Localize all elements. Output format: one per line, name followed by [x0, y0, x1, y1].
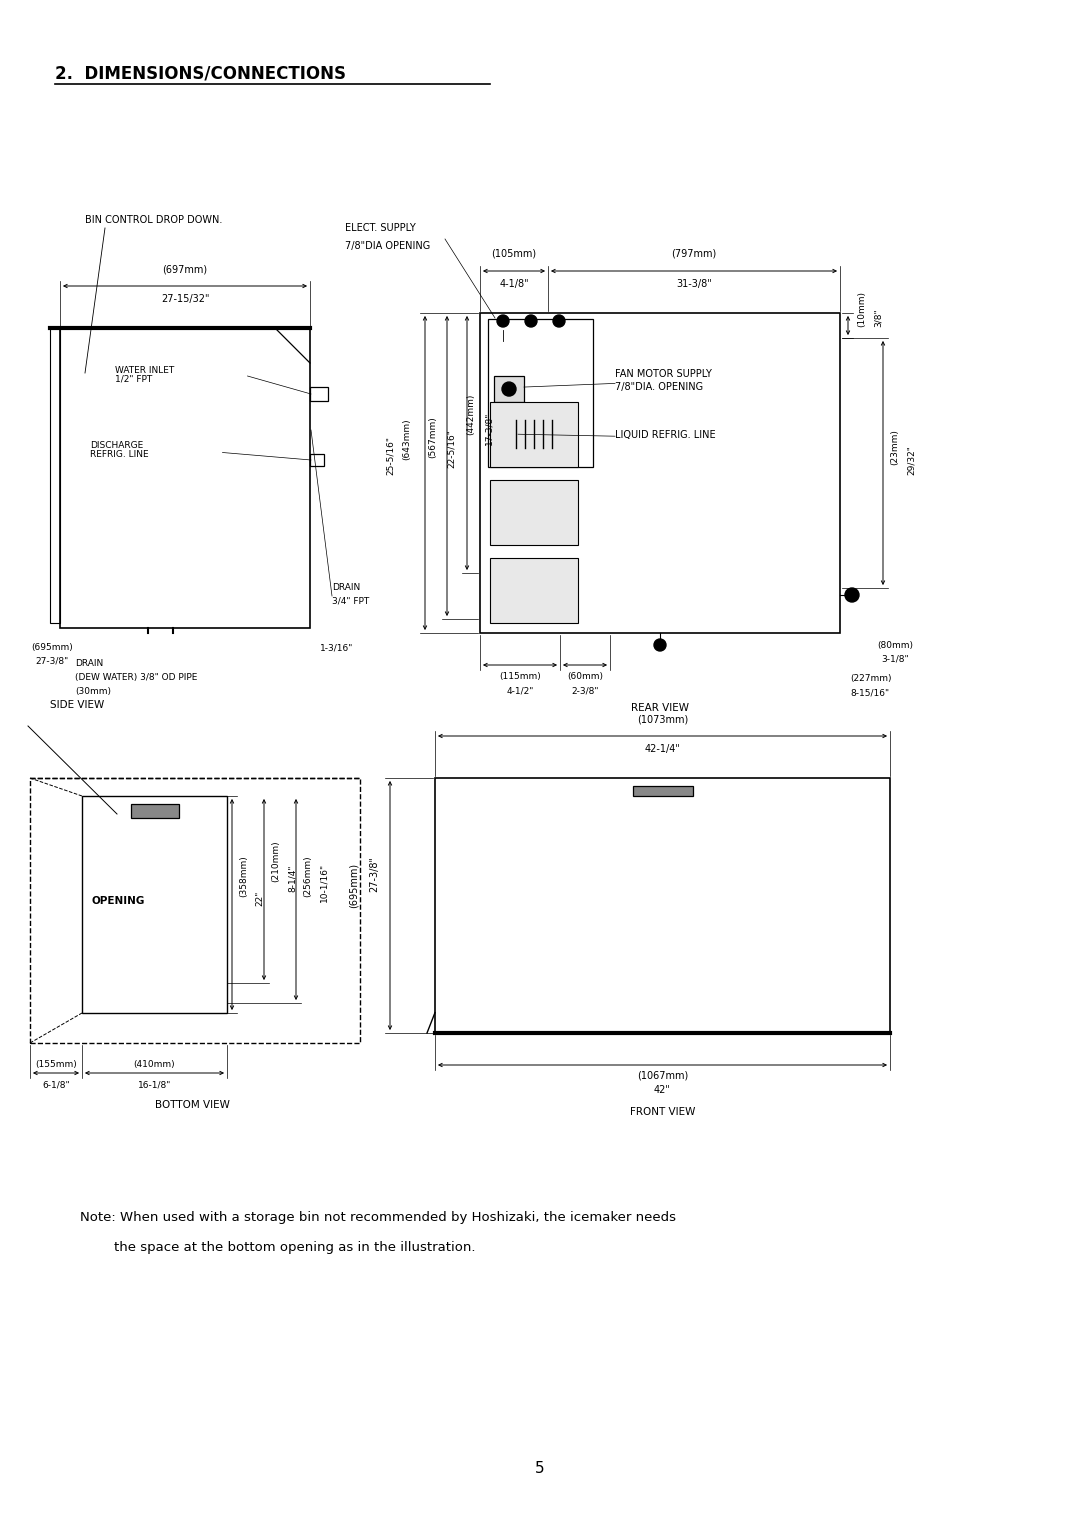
Text: BOTTOM VIEW: BOTTOM VIEW — [156, 1100, 230, 1109]
Text: (227mm): (227mm) — [850, 674, 891, 683]
Text: ELECT. SUPPLY: ELECT. SUPPLY — [345, 223, 416, 232]
Text: (697mm): (697mm) — [162, 264, 207, 274]
Bar — [480, 313, 840, 633]
Text: (105mm): (105mm) — [491, 249, 537, 260]
Text: 31-3/8": 31-3/8" — [676, 280, 712, 289]
Circle shape — [497, 315, 509, 327]
Text: FAN MOTOR SUPPLY: FAN MOTOR SUPPLY — [615, 368, 712, 379]
Text: 8-15/16": 8-15/16" — [850, 688, 889, 697]
Bar — [82, 796, 227, 1013]
Text: 25-5/16": 25-5/16" — [386, 435, 394, 475]
Circle shape — [502, 382, 516, 396]
Text: 27-3/8": 27-3/8" — [36, 657, 69, 666]
Text: 7/8"DIA OPENING: 7/8"DIA OPENING — [345, 241, 430, 251]
Text: (567mm): (567mm) — [429, 416, 437, 458]
Text: (256mm): (256mm) — [303, 854, 312, 897]
Text: 4-1/8": 4-1/8" — [499, 280, 529, 289]
Bar — [494, 376, 524, 402]
Text: 5: 5 — [536, 1461, 544, 1476]
Text: WATER INLET: WATER INLET — [114, 367, 174, 374]
Bar — [30, 778, 360, 1044]
Text: 10-1/16": 10-1/16" — [320, 862, 328, 902]
Text: 2.  DIMENSIONS/CONNECTIONS: 2. DIMENSIONS/CONNECTIONS — [55, 64, 346, 83]
Text: 1-3/16": 1-3/16" — [320, 643, 353, 652]
Circle shape — [525, 315, 537, 327]
Text: BIN CONTROL DROP DOWN.: BIN CONTROL DROP DOWN. — [85, 215, 222, 225]
Text: LIQUID REFRIG. LINE: LIQUID REFRIG. LINE — [615, 429, 716, 440]
Bar — [60, 329, 310, 628]
Text: (1073mm): (1073mm) — [637, 714, 688, 724]
Circle shape — [654, 639, 666, 651]
Text: Note: When used with a storage bin not recommended by Hoshizaki, the icemaker ne: Note: When used with a storage bin not r… — [80, 1212, 676, 1224]
Text: 27-15/32": 27-15/32" — [161, 293, 210, 304]
Text: 27-3/8": 27-3/8" — [369, 857, 379, 892]
Text: (410mm): (410mm) — [134, 1060, 175, 1070]
Text: (155mm): (155mm) — [36, 1060, 77, 1070]
Bar — [490, 480, 578, 545]
Circle shape — [498, 330, 508, 341]
Bar — [490, 402, 578, 468]
Circle shape — [845, 588, 859, 602]
Bar — [488, 319, 593, 466]
Text: 17-3/8": 17-3/8" — [485, 411, 494, 445]
Bar — [633, 785, 692, 796]
Text: 3-1/8": 3-1/8" — [881, 656, 908, 665]
Text: 42-1/4": 42-1/4" — [645, 744, 680, 753]
Text: 6-1/8": 6-1/8" — [42, 1080, 70, 1089]
Text: SIDE VIEW: SIDE VIEW — [50, 700, 105, 711]
Circle shape — [553, 315, 565, 327]
Text: FRONT VIEW: FRONT VIEW — [630, 1106, 696, 1117]
Text: REFRIG. LINE: REFRIG. LINE — [90, 451, 149, 458]
Text: (442mm): (442mm) — [467, 394, 475, 435]
Bar — [310, 454, 324, 466]
Text: (1067mm): (1067mm) — [637, 1071, 688, 1080]
Text: (115mm): (115mm) — [499, 672, 541, 681]
Text: 42": 42" — [654, 1085, 671, 1096]
Text: (358mm): (358mm) — [240, 854, 248, 897]
Text: 7/8"DIA. OPENING: 7/8"DIA. OPENING — [615, 382, 703, 391]
Text: DRAIN: DRAIN — [332, 584, 361, 591]
Bar — [490, 558, 578, 623]
Text: (DEW WATER) 3/8" OD PIPE: (DEW WATER) 3/8" OD PIPE — [75, 672, 198, 681]
Text: (797mm): (797mm) — [672, 249, 717, 260]
Bar — [50, 329, 60, 623]
Text: (60mm): (60mm) — [567, 672, 603, 681]
Text: (80mm): (80mm) — [877, 642, 913, 649]
Bar — [131, 804, 178, 817]
Bar — [310, 387, 328, 400]
Text: DISCHARGE: DISCHARGE — [90, 442, 144, 451]
Text: 3/4" FPT: 3/4" FPT — [332, 597, 369, 607]
Text: the space at the bottom opening as in the illustration.: the space at the bottom opening as in th… — [80, 1241, 475, 1254]
Text: 8-1/4": 8-1/4" — [287, 863, 297, 891]
Text: (23mm): (23mm) — [891, 429, 900, 465]
Bar — [435, 778, 890, 1033]
Text: REAR VIEW: REAR VIEW — [631, 703, 689, 714]
Text: 22": 22" — [256, 891, 265, 906]
Text: 4-1/2": 4-1/2" — [507, 686, 534, 695]
Text: 1/2" FPT: 1/2" FPT — [114, 374, 152, 384]
Text: 29/32": 29/32" — [906, 445, 916, 475]
Text: 3/8": 3/8" — [874, 309, 882, 327]
Text: 22-5/16": 22-5/16" — [446, 429, 456, 468]
Text: (10mm): (10mm) — [858, 290, 866, 327]
Text: (695mm): (695mm) — [349, 862, 359, 908]
Text: OPENING: OPENING — [92, 897, 146, 906]
Text: 16-1/8": 16-1/8" — [138, 1080, 172, 1089]
Circle shape — [492, 426, 509, 442]
Text: (695mm): (695mm) — [31, 643, 72, 652]
Text: (643mm): (643mm) — [403, 419, 411, 460]
Text: 2-3/8": 2-3/8" — [571, 686, 598, 695]
Text: (210mm): (210mm) — [271, 840, 281, 882]
Text: DRAIN: DRAIN — [75, 659, 104, 668]
Text: (30mm): (30mm) — [75, 688, 111, 695]
